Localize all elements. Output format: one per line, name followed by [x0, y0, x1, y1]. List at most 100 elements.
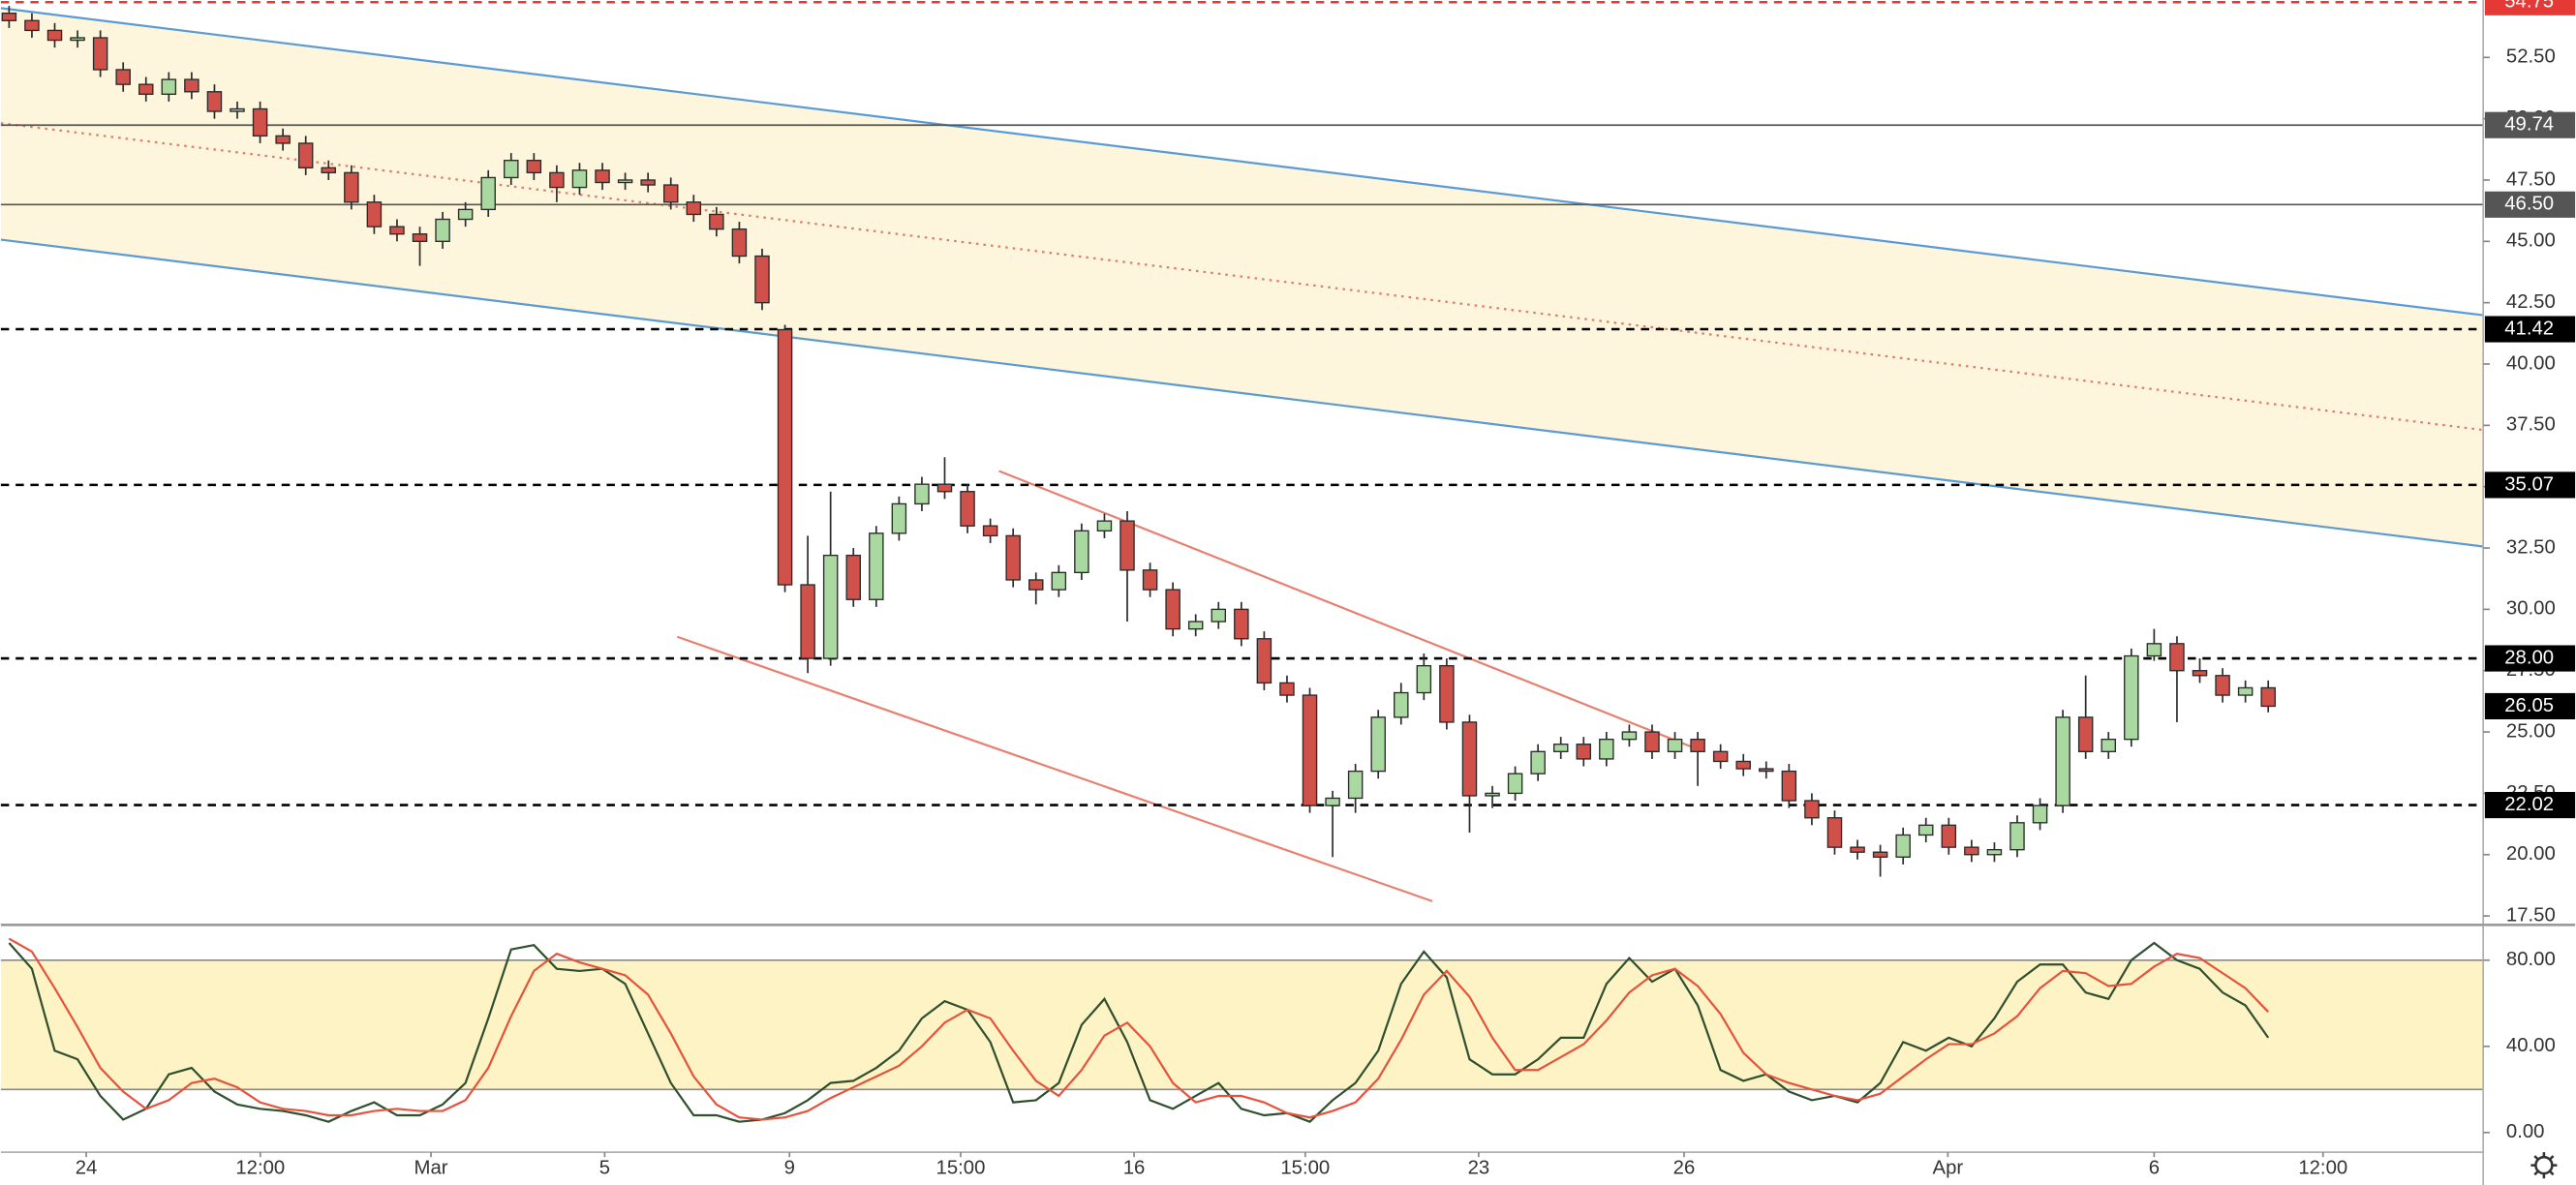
candle-body — [709, 213, 724, 230]
level-label: 54.75 — [2504, 0, 2554, 13]
osc-tick-label: 80.00 — [2506, 949, 2556, 970]
candle-body — [2215, 675, 2230, 696]
candle-body — [1621, 731, 1638, 741]
time-axis-panel — [0, 1152, 2576, 1185]
candle-body — [2169, 643, 2185, 672]
candle-body — [1941, 824, 1957, 848]
x-tick-label: 24 — [76, 1157, 98, 1178]
candle-body — [389, 226, 405, 235]
candle-body — [1074, 530, 1089, 574]
candle-body — [344, 171, 359, 203]
candle-body — [206, 91, 223, 112]
x-tick-label: Mar — [414, 1157, 448, 1178]
candle-body — [777, 328, 793, 586]
x-tick-label: 12:00 — [235, 1157, 285, 1178]
channel-upper-line — [0, 7, 2484, 317]
y-tick-label: 20.00 — [2506, 843, 2556, 865]
candle-body — [640, 179, 656, 186]
oscillator-line — [8, 937, 2270, 1121]
candle-body — [2192, 670, 2208, 677]
candle-body — [1576, 744, 1592, 760]
gear-teeth[interactable] — [2530, 1152, 2558, 1179]
candle-body — [366, 201, 383, 228]
channel-lower-line — [0, 238, 2484, 548]
candle-body — [2101, 738, 2117, 753]
oscillator-line — [8, 941, 2270, 1123]
candle-body — [869, 532, 884, 600]
trendline — [676, 635, 1433, 902]
candle-body — [184, 78, 199, 93]
y-tick-label: 52.50 — [2506, 46, 2556, 68]
candle-body — [845, 554, 861, 600]
candle-body — [960, 491, 975, 527]
x-tick-label: 26 — [1673, 1157, 1696, 1178]
settings-gear[interactable] — [2530, 1152, 2558, 1179]
channel-middle-line — [0, 122, 2484, 432]
level-label: 46.50 — [2504, 194, 2554, 215]
x-tick-label: 15:00 — [936, 1157, 986, 1178]
candle-body — [2055, 716, 2070, 806]
level-label: 28.00 — [2504, 647, 2554, 668]
level-label-box — [2484, 471, 2576, 499]
candle-body — [1028, 579, 1044, 591]
osc-tick-label: 40.00 — [2506, 1035, 2556, 1056]
candle-body — [1005, 534, 1021, 581]
candle-body — [1165, 589, 1181, 630]
trendline — [998, 470, 1693, 748]
candle-body — [891, 502, 907, 534]
x-tick-label: Apr — [1933, 1157, 1964, 1178]
candle-body — [1325, 797, 1340, 806]
candle-body — [1850, 846, 1865, 853]
candle-body — [252, 107, 268, 137]
axes-layer: 17.5020.0022.5025.0027.5030.0032.5035.00… — [76, 0, 2576, 1178]
candle-body — [1187, 621, 1204, 630]
candle-body — [1461, 721, 1478, 797]
candle-body — [731, 228, 748, 258]
y-tick-label: 45.00 — [2506, 230, 2556, 252]
level-label: 41.42 — [2504, 318, 2554, 339]
candle-body — [1986, 848, 2003, 856]
candle-body — [70, 37, 85, 42]
candle-body — [1234, 608, 1249, 640]
candle-body — [1872, 851, 1888, 858]
osc-tick-label: 0.00 — [2506, 1121, 2545, 1142]
candle-body — [1439, 664, 1455, 723]
candle-body — [1485, 792, 1500, 797]
candle-body — [46, 29, 63, 42]
candle-body — [115, 69, 131, 85]
level-label-box — [2484, 191, 2576, 218]
candle-body — [800, 584, 815, 659]
last-price-label: 26.05 — [2504, 695, 2554, 716]
candle-body — [914, 483, 930, 505]
y-tick-label: 40.00 — [2506, 352, 2556, 374]
candle-body — [480, 176, 496, 211]
candle-body — [435, 218, 450, 242]
candle-body — [549, 171, 565, 189]
candle-body — [1552, 744, 1569, 753]
candle-body — [230, 107, 245, 112]
plot-layer — [0, 1, 2484, 1123]
candle-body — [1302, 694, 1318, 806]
level-label-box — [2484, 792, 2576, 819]
candle-body — [1, 13, 17, 21]
candle-body — [1256, 638, 1273, 684]
candle-body — [161, 78, 177, 95]
x-tick-label: 15:00 — [1280, 1157, 1330, 1178]
y-tick-label: 32.50 — [2506, 536, 2556, 558]
candle-body — [1667, 738, 1683, 753]
candle-body — [2077, 716, 2094, 753]
candle-body — [2032, 805, 2048, 824]
candle-body — [412, 233, 428, 242]
candle-body — [1142, 569, 1158, 591]
candle-body — [754, 255, 770, 304]
y-tick-label: 37.50 — [2506, 414, 2556, 436]
candle-body — [1279, 682, 1295, 696]
candle-body — [297, 142, 314, 168]
candle-body — [1051, 571, 1067, 591]
candle-body — [24, 19, 40, 32]
candle-body — [571, 169, 588, 189]
level-label-box — [2484, 0, 2576, 15]
level-label: 49.74 — [2504, 114, 2554, 136]
x-tick-label: 6 — [2149, 1157, 2160, 1178]
